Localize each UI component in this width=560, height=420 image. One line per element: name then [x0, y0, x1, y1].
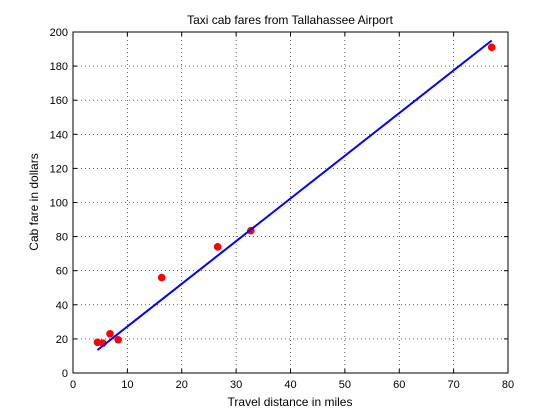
- chart-title: Taxi cab fares from Tallahassee Airport: [187, 13, 394, 27]
- x-axis-label: Travel distance in miles: [228, 395, 353, 409]
- series: [93, 39, 496, 351]
- x-tick-label: 80: [502, 379, 514, 391]
- x-tick-label: 30: [230, 379, 242, 391]
- data-point: [487, 43, 496, 52]
- tick-marks: [72, 31, 509, 374]
- x-tick-label: 60: [393, 379, 405, 391]
- data-point: [106, 329, 114, 338]
- data-point: [114, 335, 122, 344]
- data-point: [213, 243, 222, 251]
- x-tick-label: 10: [121, 379, 133, 391]
- x-tick-labels: 0 10 20 30 40 50 60 70 80: [70, 379, 514, 391]
- y-axis-label: Cab fare in dollars: [27, 153, 41, 250]
- y-tick-label: 120: [50, 163, 68, 175]
- x-tick-label: 70: [448, 379, 460, 391]
- x-tick-label: 40: [284, 379, 296, 391]
- fit-line: [96, 39, 493, 351]
- y-tick-labels: 0 20 40 60 80 100 120 140 160 180 200: [50, 27, 68, 380]
- y-tick-label: 100: [50, 198, 68, 210]
- plot-area: [73, 32, 508, 373]
- y-tick-label: 140: [50, 129, 68, 141]
- y-tick-label: 180: [50, 61, 68, 73]
- y-tick-label: 40: [56, 300, 68, 312]
- y-tick-label: 60: [56, 266, 68, 278]
- y-tick-label: 200: [50, 27, 68, 39]
- y-tick-label: 80: [56, 232, 68, 244]
- y-tick-label: 160: [50, 95, 68, 107]
- x-tick-label: 20: [176, 379, 188, 391]
- x-tick-label: 0: [70, 379, 76, 391]
- data-point: [157, 273, 166, 282]
- y-tick-label: 0: [62, 368, 68, 380]
- x-tick-label: 50: [339, 379, 351, 391]
- y-tick-label: 20: [56, 334, 68, 346]
- grid: [73, 32, 508, 373]
